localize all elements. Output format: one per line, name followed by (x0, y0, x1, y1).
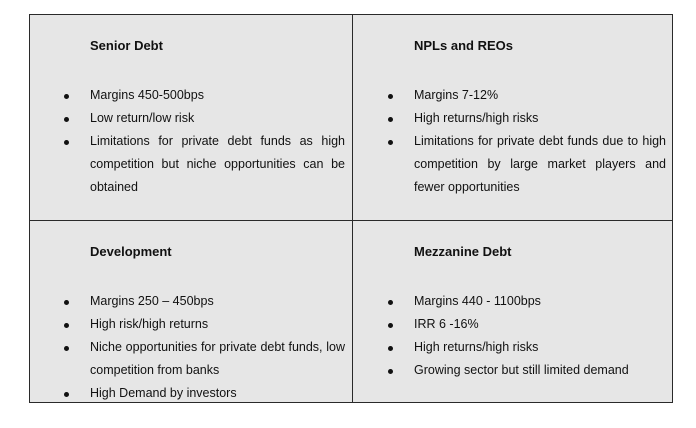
list-item-text: High returns/high risks (414, 111, 539, 125)
list-item-text: Margins 250 – 450bps (90, 294, 214, 308)
bullet-icon (388, 300, 393, 305)
list-item: Margins 450-500bps (30, 84, 345, 107)
bullet-icon (388, 369, 393, 374)
quadrant-list: Margins 440 - 1100bps IRR 6 -16% High re… (353, 290, 666, 382)
bullet-icon (388, 117, 393, 122)
quadrant-list: Margins 250 – 450bps High risk/high retu… (30, 290, 345, 405)
debt-matrix-table: Senior Debt Margins 450-500bps Low retur… (29, 14, 673, 403)
list-item-text: Margins 450-500bps (90, 88, 204, 102)
list-item-text: Margins 440 - 1100bps (414, 294, 541, 308)
list-item: Low return/low risk (30, 107, 345, 130)
quadrant-npls-reos: NPLs and REOs Margins 7-12% High returns… (352, 15, 673, 220)
list-item-text: Growing sector but still limited demand (414, 363, 629, 377)
list-item-text: Niche opportunities for private debt fun… (90, 340, 345, 377)
quadrant-list: Margins 450-500bps Low return/low risk L… (30, 84, 345, 199)
list-item-text: Limitations for private debt funds due t… (414, 134, 666, 194)
bullet-icon (64, 346, 69, 351)
list-item: High returns/high risks (353, 336, 666, 359)
list-item-text: Low return/low risk (90, 111, 195, 125)
list-item-text: Limitations for private debt funds as hi… (90, 134, 345, 194)
list-item-text: High risk/high returns (90, 317, 209, 331)
list-item: Limitations for private debt funds due t… (353, 130, 666, 199)
list-item: IRR 6 -16% (353, 313, 666, 336)
quadrant-list: Margins 7-12% High returns/high risks Li… (353, 84, 666, 199)
list-item: Margins 250 – 450bps (30, 290, 345, 313)
bullet-icon (388, 323, 393, 328)
list-item: High Demand by investors (30, 382, 345, 405)
quadrant-title: NPLs and REOs (414, 38, 513, 53)
list-item: High risk/high returns (30, 313, 345, 336)
list-item: Growing sector but still limited demand (353, 359, 666, 382)
list-item: Margins 7-12% (353, 84, 666, 107)
bullet-icon (388, 94, 393, 99)
quadrant-mezzanine-debt: Mezzanine Debt Margins 440 - 1100bps IRR… (352, 220, 673, 402)
list-item: High returns/high risks (353, 107, 666, 130)
bullet-icon (388, 346, 393, 351)
list-item: Niche opportunities for private debt fun… (30, 336, 345, 382)
quadrant-senior-debt: Senior Debt Margins 450-500bps Low retur… (30, 15, 352, 220)
bullet-icon (64, 323, 69, 328)
list-item-text: IRR 6 -16% (414, 317, 479, 331)
bullet-icon (64, 140, 69, 145)
list-item-text: High Demand by investors (90, 386, 237, 400)
list-item: Limitations for private debt funds as hi… (30, 130, 345, 199)
bullet-icon (64, 117, 69, 122)
quadrant-development: Development Margins 250 – 450bps High ri… (30, 220, 352, 402)
quadrant-title: Senior Debt (90, 38, 163, 53)
bullet-icon (64, 300, 69, 305)
quadrant-title: Mezzanine Debt (414, 244, 512, 259)
bullet-icon (388, 140, 393, 145)
list-item: Margins 440 - 1100bps (353, 290, 666, 313)
list-item-text: High returns/high risks (414, 340, 539, 354)
bullet-icon (64, 94, 69, 99)
quadrant-title: Development (90, 244, 172, 259)
list-item-text: Margins 7-12% (414, 88, 499, 102)
bullet-icon (64, 392, 69, 397)
